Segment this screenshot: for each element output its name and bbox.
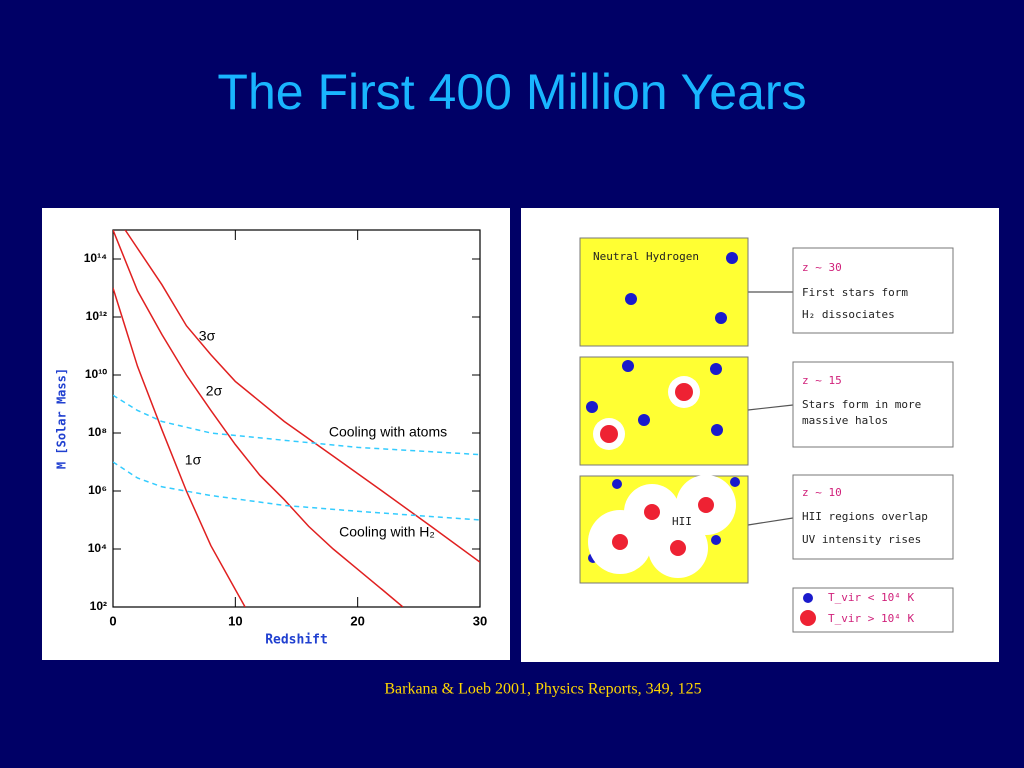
chart-panel [42, 208, 510, 660]
note-box [792, 474, 954, 560]
note-box [792, 361, 954, 448]
series-label: 2σ [206, 383, 223, 399]
panel-label: Neutral Hydrogen [593, 250, 699, 263]
x-tick-label: 30 [473, 613, 487, 628]
y-axis-label: M [Solar Mass] [55, 368, 69, 469]
plot-frame [112, 229, 481, 608]
note-item: First stars form [802, 286, 908, 299]
large-halos [600, 383, 714, 556]
legend-label: T_vir < 10⁴ K [828, 591, 914, 604]
x-axis-label: Redshift [265, 633, 328, 648]
series-line [113, 394, 480, 456]
series-line [124, 230, 480, 563]
note-z: z ~ 30 [802, 261, 842, 274]
panel-label: HII [672, 515, 692, 528]
note-item: massive halos [802, 414, 888, 427]
x-tick-label: 20 [350, 613, 364, 628]
note-z: z ~ 15 [802, 374, 842, 387]
series-label: Cooling with atoms [329, 424, 447, 440]
chart: 10² 10⁴ 10⁶ 10⁸ 10¹⁰ 10¹² 10¹⁴ 0 10 20 30 Redshift M… [55, 229, 487, 648]
note-z: z ~ 10 [802, 486, 842, 499]
diagram: Neutral Hydrogen HII z ~ 30 First stars … [579, 237, 954, 633]
series-label: 3σ [199, 328, 216, 344]
series-line [113, 230, 404, 607]
stage-box [579, 237, 749, 347]
note-item: H₂ dissociates [802, 308, 895, 321]
y-tick-label: 10⁸ [88, 425, 107, 439]
legend-dot [803, 593, 813, 603]
citation: Barkana & Loeb 2001, Physics Reports, 34… [384, 681, 701, 698]
legend-label: T_vir > 10⁴ K [828, 612, 914, 625]
legend-dot [800, 610, 816, 626]
series-label: 1σ [185, 452, 202, 468]
y-tick-label: 10² [90, 599, 107, 613]
legend-box [792, 587, 954, 633]
note-item: HII regions overlap [802, 510, 928, 523]
series-label: Cooling with H₂ [339, 524, 435, 540]
y-tick-label: 10¹⁴ [84, 251, 107, 265]
y-tick-label: 10⁴ [88, 541, 107, 555]
series-line [113, 287, 246, 607]
y-tick-label: 10⁶ [88, 483, 107, 497]
connectors [747, 291, 794, 526]
note-item: UV intensity rises [802, 533, 921, 546]
x-tick-label: 0 [109, 613, 116, 628]
y-tick-label: 10¹⁰ [85, 367, 107, 381]
note-item: Stars form in more [802, 398, 921, 411]
series-line [113, 461, 480, 521]
slide-title: The First 400 Million Years [217, 64, 806, 120]
y-tick-label: 10¹² [86, 309, 107, 323]
x-tick-label: 10 [228, 613, 242, 628]
note-box [792, 247, 954, 334]
